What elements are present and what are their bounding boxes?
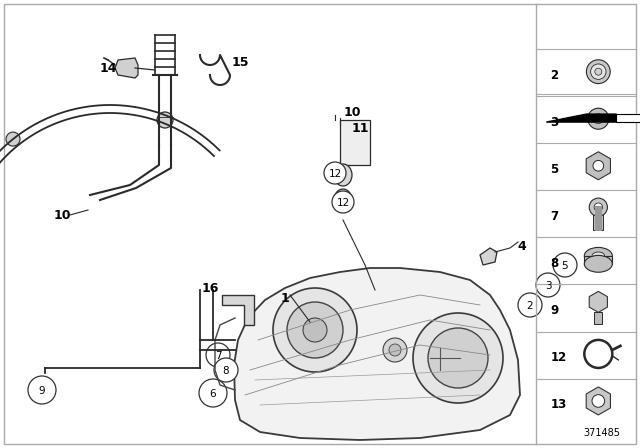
Text: 3: 3 <box>545 281 551 291</box>
Text: 12: 12 <box>337 198 349 208</box>
Text: 10: 10 <box>343 105 361 119</box>
Circle shape <box>287 302 343 358</box>
Circle shape <box>413 313 503 403</box>
Text: 2: 2 <box>550 69 559 82</box>
Circle shape <box>589 198 607 216</box>
Polygon shape <box>115 58 138 78</box>
Circle shape <box>588 108 609 129</box>
Circle shape <box>593 114 604 124</box>
Polygon shape <box>586 152 611 180</box>
Ellipse shape <box>334 164 352 186</box>
Bar <box>593 211 604 230</box>
Circle shape <box>592 395 605 407</box>
Text: 5: 5 <box>562 261 568 271</box>
Circle shape <box>553 253 577 277</box>
Bar <box>584 256 612 264</box>
Text: 3: 3 <box>550 116 559 129</box>
Text: 12: 12 <box>328 169 342 179</box>
Circle shape <box>595 68 602 75</box>
Polygon shape <box>616 114 640 122</box>
Text: 1: 1 <box>280 292 289 305</box>
Text: 9: 9 <box>550 304 559 317</box>
Text: 11: 11 <box>351 121 369 134</box>
Polygon shape <box>234 268 520 440</box>
Polygon shape <box>222 295 254 325</box>
Ellipse shape <box>584 255 612 272</box>
Text: 12: 12 <box>550 351 566 364</box>
Text: 7: 7 <box>550 210 559 223</box>
Circle shape <box>6 132 20 146</box>
Bar <box>595 312 602 324</box>
Polygon shape <box>480 248 497 265</box>
Circle shape <box>199 379 227 407</box>
Text: 13: 13 <box>550 398 566 411</box>
Text: 6: 6 <box>210 389 216 399</box>
Circle shape <box>28 376 56 404</box>
Circle shape <box>536 273 560 297</box>
Circle shape <box>303 318 327 342</box>
Circle shape <box>428 328 488 388</box>
Text: 2: 2 <box>527 301 533 311</box>
Text: 5: 5 <box>550 163 559 176</box>
Circle shape <box>518 293 542 317</box>
Bar <box>340 120 370 165</box>
Ellipse shape <box>334 189 352 211</box>
Circle shape <box>324 162 346 184</box>
Circle shape <box>206 343 230 367</box>
Circle shape <box>591 64 606 79</box>
Circle shape <box>586 60 610 84</box>
Circle shape <box>594 203 602 211</box>
Ellipse shape <box>592 252 605 260</box>
Circle shape <box>593 160 604 171</box>
Text: 10: 10 <box>53 208 71 221</box>
Circle shape <box>383 338 407 362</box>
Text: 15: 15 <box>231 56 249 69</box>
Polygon shape <box>547 114 616 122</box>
Ellipse shape <box>584 247 612 264</box>
Polygon shape <box>589 291 607 312</box>
Polygon shape <box>586 387 611 415</box>
Text: 14: 14 <box>99 61 116 74</box>
Circle shape <box>214 358 238 382</box>
Text: 9: 9 <box>38 386 45 396</box>
Text: 8: 8 <box>223 366 229 376</box>
Text: 4: 4 <box>518 240 526 253</box>
Circle shape <box>389 344 401 356</box>
Text: 8: 8 <box>550 257 559 270</box>
Circle shape <box>273 288 357 372</box>
Text: 16: 16 <box>202 281 219 294</box>
Circle shape <box>157 112 173 128</box>
Text: 7: 7 <box>214 351 221 361</box>
Text: 371485: 371485 <box>583 428 620 438</box>
Circle shape <box>332 191 354 213</box>
